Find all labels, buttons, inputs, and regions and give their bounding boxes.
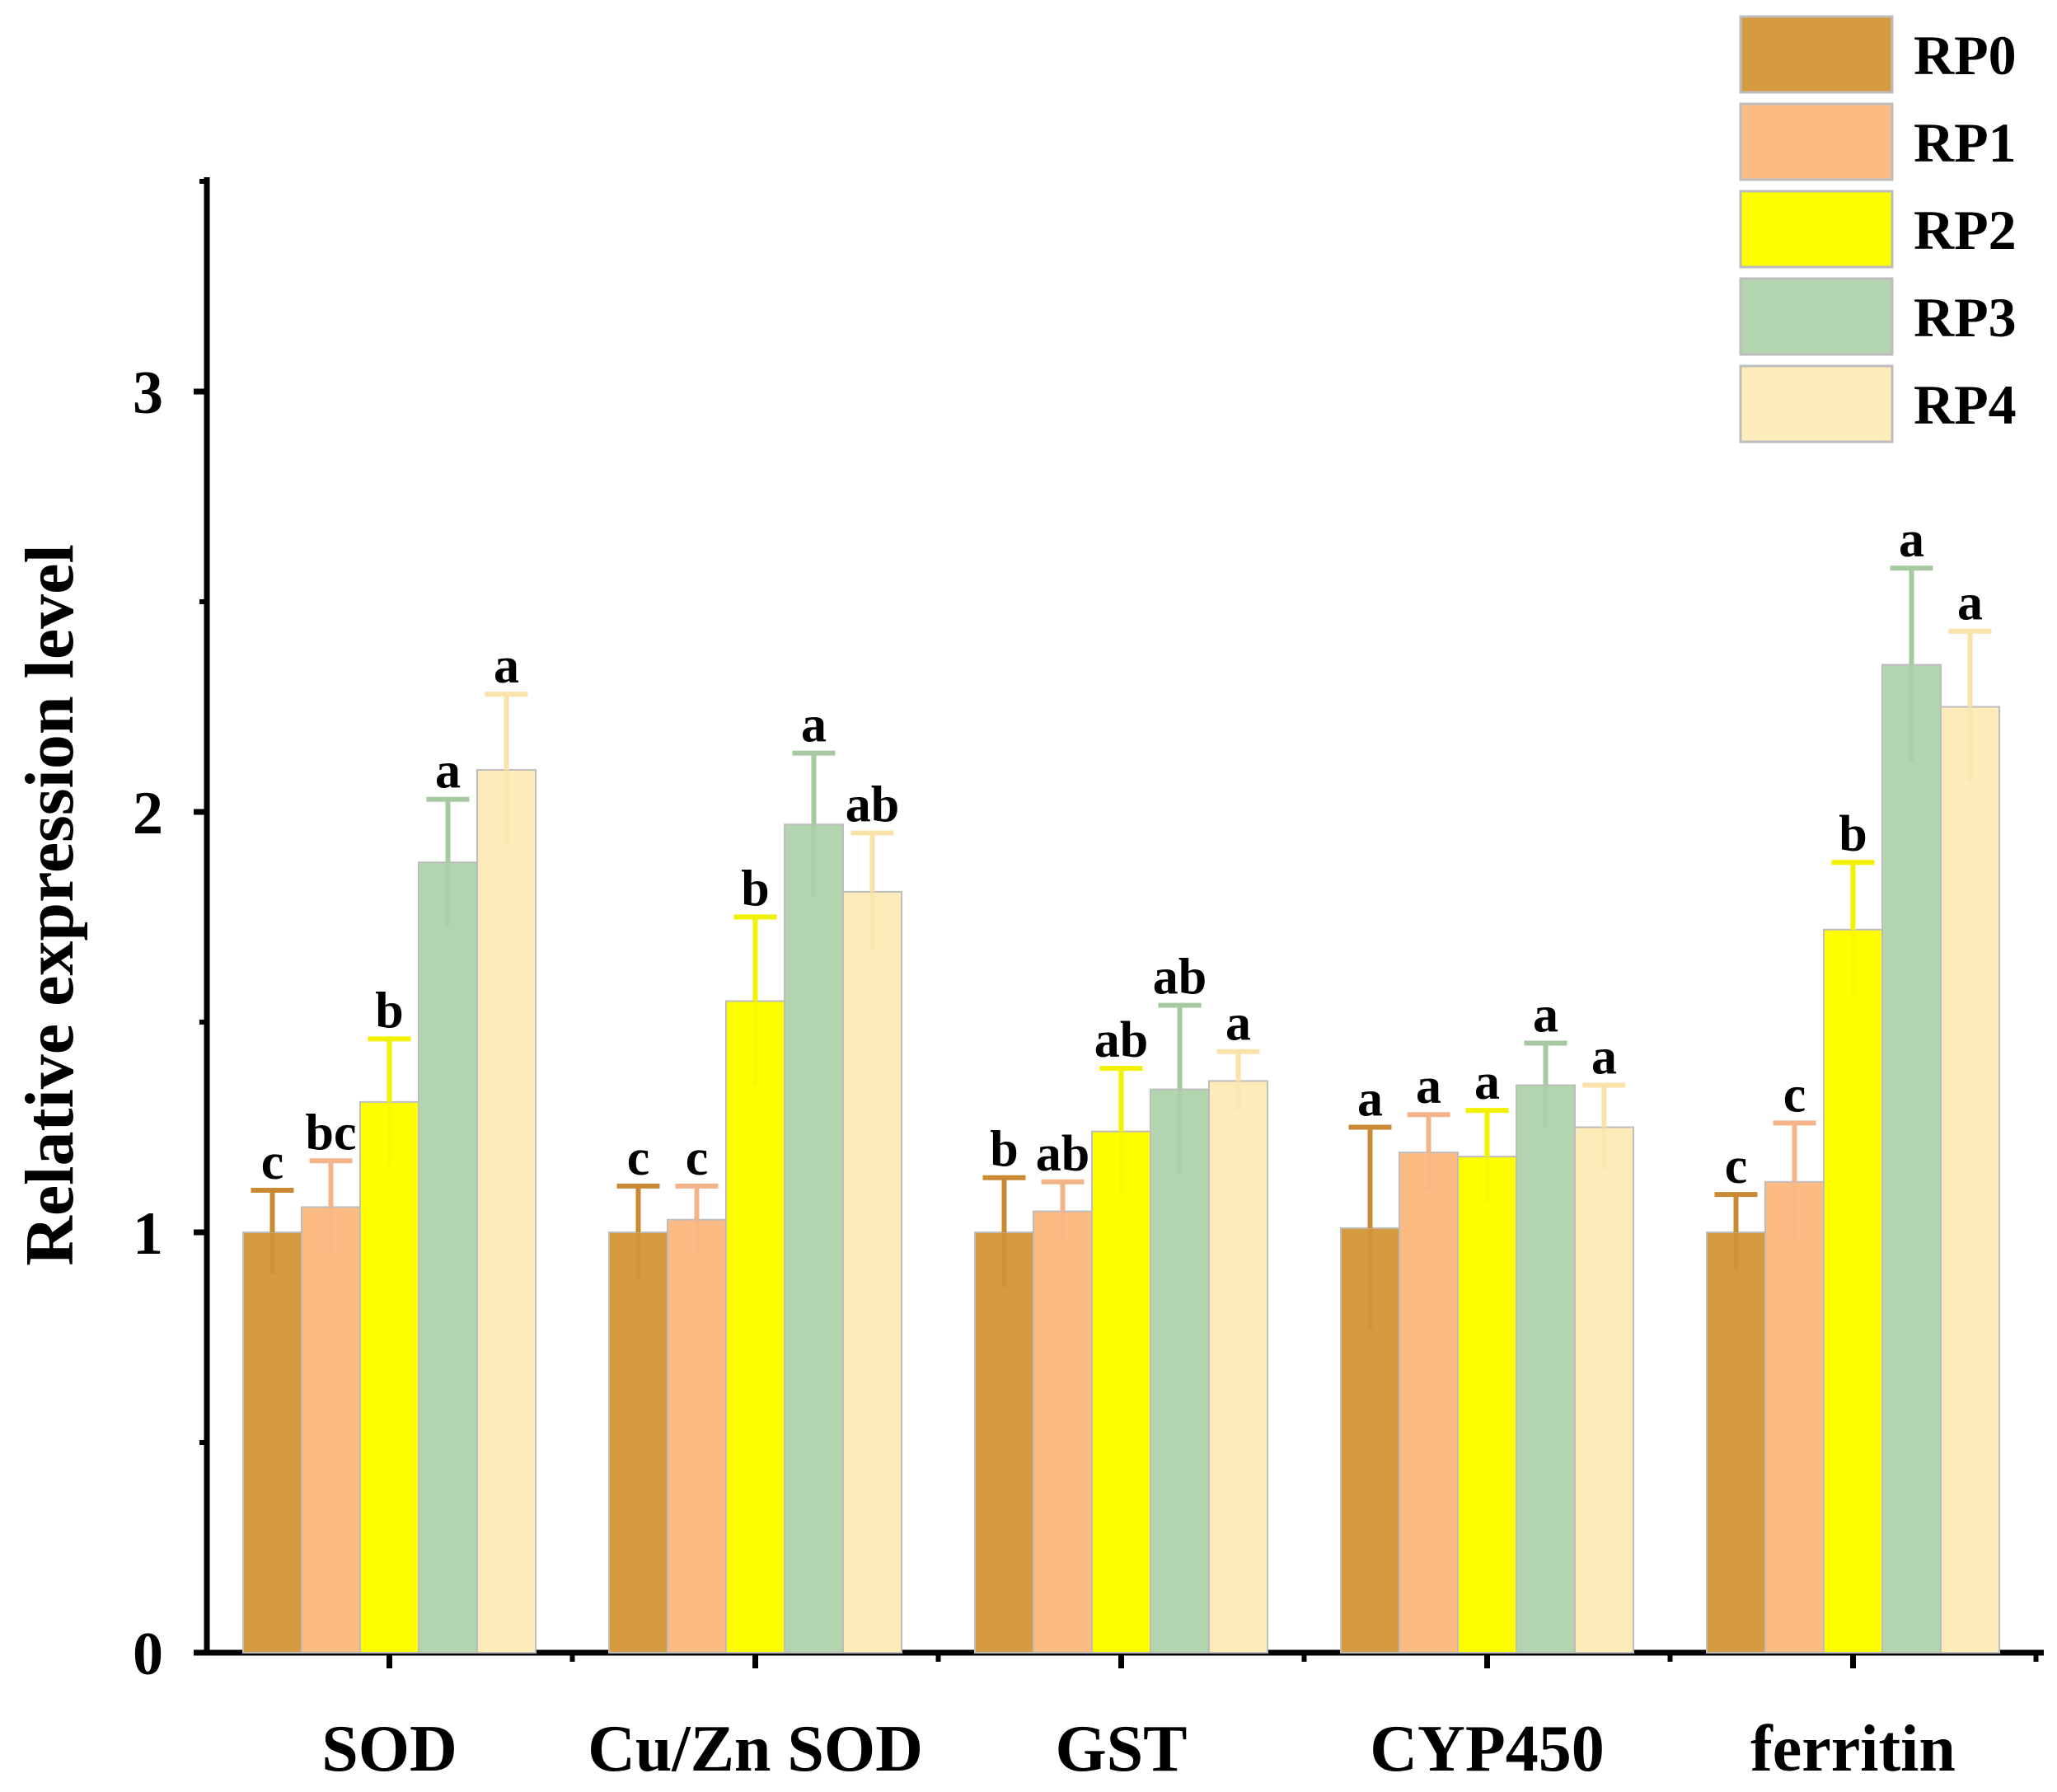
- significance-letter: a: [494, 638, 519, 694]
- bar-rp0: [242, 1231, 302, 1654]
- bar-rp4: [1574, 1126, 1634, 1654]
- bar-rp4: [1208, 1080, 1268, 1654]
- significance-letter: a: [1533, 987, 1558, 1044]
- bar-rp1: [667, 1218, 727, 1654]
- significance-letter: c: [686, 1130, 709, 1186]
- y-tick-label: 0: [133, 1621, 163, 1688]
- bar-rp3: [784, 823, 844, 1654]
- bar-rp4: [1940, 706, 2000, 1654]
- significance-letter: ab: [846, 777, 899, 833]
- bar-rp3: [1881, 664, 1942, 1654]
- legend-label: RP2: [1914, 199, 2017, 261]
- y-tick-label: 2: [133, 780, 163, 847]
- legend-swatch-rp0: [1739, 15, 1894, 94]
- error-bars: [251, 565, 1992, 1330]
- category-label: ferritin: [1750, 1713, 1956, 1785]
- significance-letter: a: [435, 744, 461, 800]
- bar-rp3: [1516, 1084, 1576, 1654]
- legend-label: RP0: [1914, 24, 2017, 87]
- significance-letter: bc: [306, 1105, 357, 1161]
- legend: RP0 RP1 RP2 RP3 RP4: [1739, 15, 2017, 443]
- legend-swatch-rp2: [1739, 190, 1894, 269]
- bar-rp3: [418, 861, 478, 1654]
- significance-letter: ab: [1094, 1012, 1148, 1068]
- bar-rp0: [974, 1231, 1034, 1654]
- legend-label: RP4: [1914, 373, 2017, 436]
- significance-letter: a: [1357, 1072, 1383, 1128]
- category-label: CYP450: [1370, 1713, 1604, 1785]
- significance-letter: c: [1783, 1067, 1806, 1123]
- significance-letter: c: [627, 1130, 650, 1186]
- category-label: GST: [1055, 1713, 1187, 1785]
- significance-letter: ab: [1153, 950, 1207, 1006]
- bar-rp0: [608, 1231, 668, 1654]
- bar-rp2: [1457, 1156, 1517, 1654]
- bar-rp2: [1091, 1130, 1151, 1654]
- category-labels: SOD Cu/Zn SOD GST CYP450 ferritin: [321, 1713, 1956, 1785]
- bar-rp2: [1823, 928, 1883, 1654]
- y-axis-title: Relative expression level: [12, 544, 88, 1266]
- significance-letter: b: [1839, 806, 1867, 862]
- significance-letter: a: [1957, 575, 1983, 631]
- significance-letter: b: [741, 861, 769, 917]
- bar-rp1: [1764, 1180, 1825, 1654]
- bar-rp1: [301, 1206, 361, 1654]
- bar-rp1: [1033, 1210, 1093, 1654]
- legend-label: RP1: [1914, 111, 2017, 174]
- significance-letter: c: [1725, 1138, 1748, 1194]
- legend-swatch-rp3: [1739, 277, 1894, 356]
- category-label: SOD: [321, 1713, 457, 1785]
- significance-letter: b: [375, 983, 403, 1039]
- bar-rp3: [1150, 1088, 1210, 1654]
- bar-rp2: [725, 1000, 785, 1654]
- significance-letter: ab: [1036, 1126, 1089, 1182]
- significance-letter: b: [990, 1122, 1018, 1178]
- significance-letter: a: [1225, 996, 1251, 1052]
- legend-label: RP3: [1914, 286, 2017, 349]
- category-label: Cu/Zn SOD: [588, 1713, 923, 1785]
- significance-letter: a: [1591, 1030, 1617, 1086]
- axis-ticks: [194, 179, 2039, 1668]
- significance-letter: a: [801, 697, 827, 753]
- legend-swatch-rp4: [1739, 364, 1894, 443]
- y-tick-label: 1: [133, 1200, 163, 1268]
- y-tick-label: 3: [133, 359, 163, 427]
- significance-letter: c: [261, 1134, 284, 1190]
- significance-letter: a: [1899, 512, 1924, 568]
- bar-rp4: [842, 890, 902, 1654]
- bar-rp4: [476, 769, 537, 1654]
- significance-letter: a: [1474, 1054, 1500, 1110]
- y-tick-labels: 0 1 2 3: [133, 359, 163, 1688]
- bar-rp2: [359, 1100, 419, 1654]
- bars: [242, 664, 2000, 1654]
- bar-rp1: [1399, 1152, 1459, 1654]
- legend-swatch-rp1: [1739, 102, 1894, 181]
- bar-rp0: [1706, 1231, 1766, 1654]
- significance-letter: a: [1416, 1058, 1441, 1114]
